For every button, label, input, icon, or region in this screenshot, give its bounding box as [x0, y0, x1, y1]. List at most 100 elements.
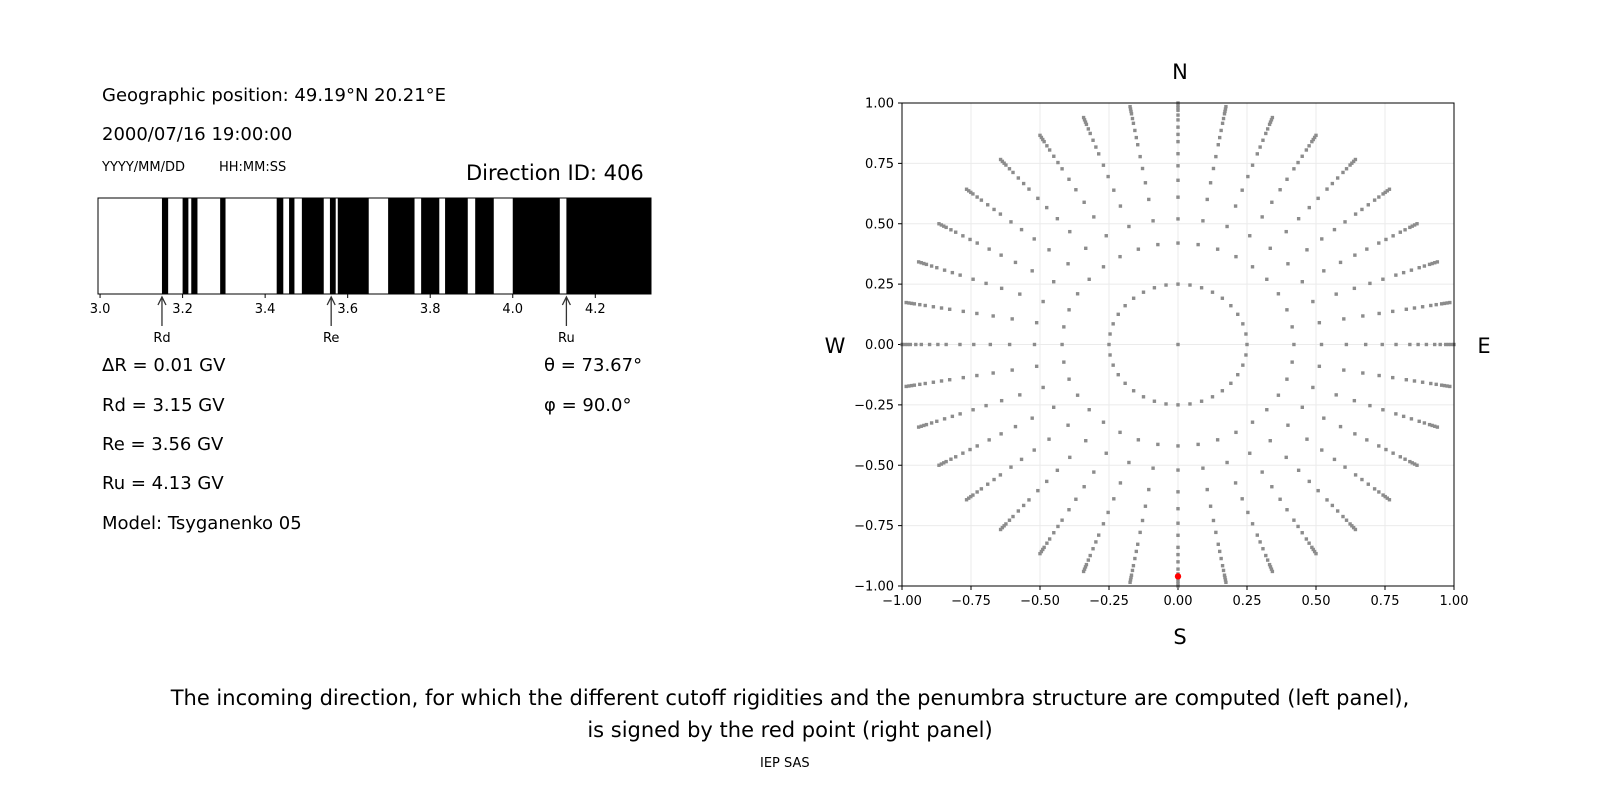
direction-point	[1199, 286, 1204, 290]
direction-point	[1442, 301, 1447, 306]
direction-point	[1296, 217, 1301, 221]
direction-point	[1136, 542, 1140, 546]
direction-point	[1398, 230, 1402, 234]
direction-point	[1084, 246, 1088, 251]
direction-point	[1240, 497, 1244, 501]
direction-point	[1285, 308, 1289, 312]
direction-point	[1394, 273, 1398, 277]
forbidden-band	[329, 198, 336, 294]
direction-point	[1056, 160, 1060, 165]
direction-point	[1136, 438, 1141, 442]
direction-point	[1041, 385, 1045, 390]
direction-point	[1350, 524, 1354, 528]
direction-point	[1196, 442, 1200, 447]
direction-point	[1307, 205, 1311, 210]
direction-point	[1188, 402, 1192, 406]
direction-point	[1047, 537, 1052, 541]
direction-point	[1300, 280, 1304, 284]
direction-point	[1041, 547, 1045, 552]
direction-point	[1229, 381, 1233, 386]
direction-point	[1220, 389, 1225, 393]
y-tick-label: −0.25	[854, 398, 894, 413]
direction-point	[1084, 562, 1089, 567]
direction-point	[1412, 306, 1417, 310]
direction-point	[1196, 242, 1200, 247]
direction-point	[1216, 542, 1220, 546]
y-tick-label: −0.75	[854, 519, 894, 534]
direction-point	[922, 423, 926, 428]
direction-point	[1403, 457, 1407, 461]
direction-point	[1094, 540, 1098, 544]
direction-point	[1047, 148, 1052, 152]
direction-point	[1045, 541, 1049, 545]
direction-point	[1270, 569, 1275, 574]
direction-point	[1335, 509, 1340, 513]
direction-point	[1075, 393, 1080, 397]
direction-point	[1092, 470, 1096, 474]
direction-point	[1129, 575, 1133, 580]
direction-point	[1225, 224, 1229, 229]
direction-point	[1292, 167, 1296, 171]
direction-point	[1052, 280, 1056, 284]
direction-point	[1215, 438, 1220, 442]
direction-point	[1229, 303, 1233, 308]
direction-point	[1083, 120, 1088, 124]
direction-point	[1316, 488, 1320, 493]
direction-point	[1264, 553, 1268, 558]
direction-point	[1018, 393, 1022, 397]
direction-point	[1086, 127, 1091, 131]
direction-point	[944, 342, 948, 347]
direction-point	[1004, 522, 1008, 526]
direction-point	[1285, 177, 1289, 181]
direction-point	[1427, 262, 1432, 267]
direction-point	[1055, 217, 1060, 221]
direction-point	[944, 459, 948, 464]
direction-point	[931, 305, 936, 309]
y-tick-label: 0.25	[865, 278, 894, 293]
direction-point	[1258, 145, 1262, 149]
direction-point	[1082, 200, 1086, 204]
direction-point	[1330, 503, 1335, 508]
direction-point	[1245, 342, 1249, 347]
direction-point	[1276, 292, 1281, 296]
direction-point	[1045, 479, 1049, 484]
direction-point	[1268, 565, 1273, 569]
direction-point	[908, 342, 912, 347]
direction-point	[971, 408, 975, 412]
direction-point	[1410, 461, 1414, 465]
direction-point	[1270, 200, 1274, 204]
direction-point	[1241, 363, 1245, 367]
direction-point	[1176, 108, 1180, 112]
compass-south: S	[1173, 625, 1186, 649]
direction-point	[1074, 188, 1078, 192]
direction-point	[968, 447, 972, 452]
direction-point	[1019, 457, 1024, 462]
x-tick-label: 0.25	[1233, 594, 1262, 609]
direction-point	[1221, 116, 1226, 121]
arrow-head	[157, 295, 167, 306]
direction-point	[927, 342, 932, 347]
direction-point	[1261, 138, 1265, 142]
direction-point	[1223, 575, 1227, 580]
direction-point	[1011, 170, 1015, 175]
direction-point	[1260, 215, 1264, 219]
x-tick-label: 0.00	[1164, 594, 1193, 609]
direction-point	[992, 477, 996, 482]
direction-point	[1268, 438, 1272, 443]
direction-point	[1420, 380, 1425, 384]
direction-point	[1366, 203, 1370, 207]
direction-point	[1444, 342, 1448, 347]
direction-point	[975, 444, 979, 448]
direction-point	[1007, 342, 1012, 347]
direction-point	[1101, 522, 1106, 526]
forbidden-band	[191, 198, 198, 294]
direction-point	[992, 207, 996, 212]
direction-point	[1342, 317, 1346, 321]
direction-point	[1143, 181, 1148, 185]
direction-point	[1330, 181, 1335, 186]
direction-point	[1429, 381, 1433, 386]
forbidden-band	[289, 198, 295, 294]
direction-point	[1304, 148, 1309, 152]
direction-point	[1448, 384, 1452, 389]
direction-point	[979, 487, 984, 491]
